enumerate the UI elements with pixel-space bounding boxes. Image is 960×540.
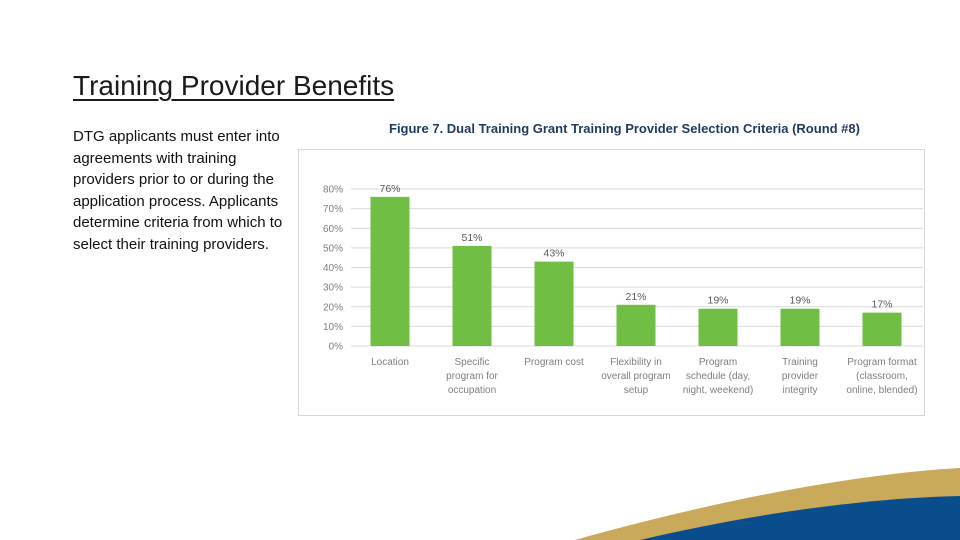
x-category-label: Program schedule (day, night, weekend) bbox=[683, 357, 754, 396]
bar bbox=[698, 308, 738, 346]
x-category-label: Program cost bbox=[524, 357, 584, 368]
bar bbox=[534, 261, 574, 346]
y-tick-label: 80% bbox=[323, 185, 343, 196]
data-label: 19% bbox=[789, 295, 810, 307]
data-label: 17% bbox=[871, 299, 892, 311]
y-tick-label: 0% bbox=[329, 342, 344, 353]
x-category-label: Program format (classroom, online, blended… bbox=[846, 357, 917, 396]
y-tick-label: 30% bbox=[323, 283, 343, 294]
bar bbox=[780, 308, 820, 346]
body-text: DTG applicants must enter into agreement… bbox=[73, 128, 283, 253]
data-label: 51% bbox=[461, 232, 482, 244]
bar bbox=[616, 304, 656, 346]
figure-caption: Figure 7. Dual Training Grant Training P… bbox=[389, 121, 860, 136]
y-tick-label: 60% bbox=[323, 224, 343, 235]
data-label: 43% bbox=[543, 248, 564, 260]
x-category-label: Flexibility in overall program setup bbox=[601, 357, 670, 396]
data-label: 76% bbox=[379, 183, 400, 195]
y-tick-label: 40% bbox=[323, 263, 343, 274]
bar bbox=[370, 196, 410, 346]
data-label: 21% bbox=[625, 291, 646, 303]
x-category-label: Training provider integrity bbox=[782, 357, 819, 396]
slide-title: Training Provider Benefits bbox=[73, 70, 395, 101]
x-category-label: Specific program for occupation bbox=[446, 357, 498, 396]
y-tick-label: 10% bbox=[323, 322, 343, 333]
bar bbox=[862, 312, 902, 346]
data-label: 19% bbox=[707, 295, 728, 307]
swoosh-navy-band bbox=[640, 496, 960, 540]
chart-frame: 0% 10% 20% 30% 40% 50% 60% 70% 80% 76% Location 51%… bbox=[298, 149, 925, 416]
x-category-label: Location bbox=[371, 357, 409, 368]
y-tick-label: 20% bbox=[323, 302, 343, 313]
bar-chart: 0% 10% 20% 30% 40% 50% 60% 70% 80% 76% Location 51%… bbox=[323, 183, 923, 396]
bar bbox=[452, 245, 492, 346]
y-tick-label: 50% bbox=[323, 243, 343, 254]
y-tick-label: 70% bbox=[323, 204, 343, 215]
